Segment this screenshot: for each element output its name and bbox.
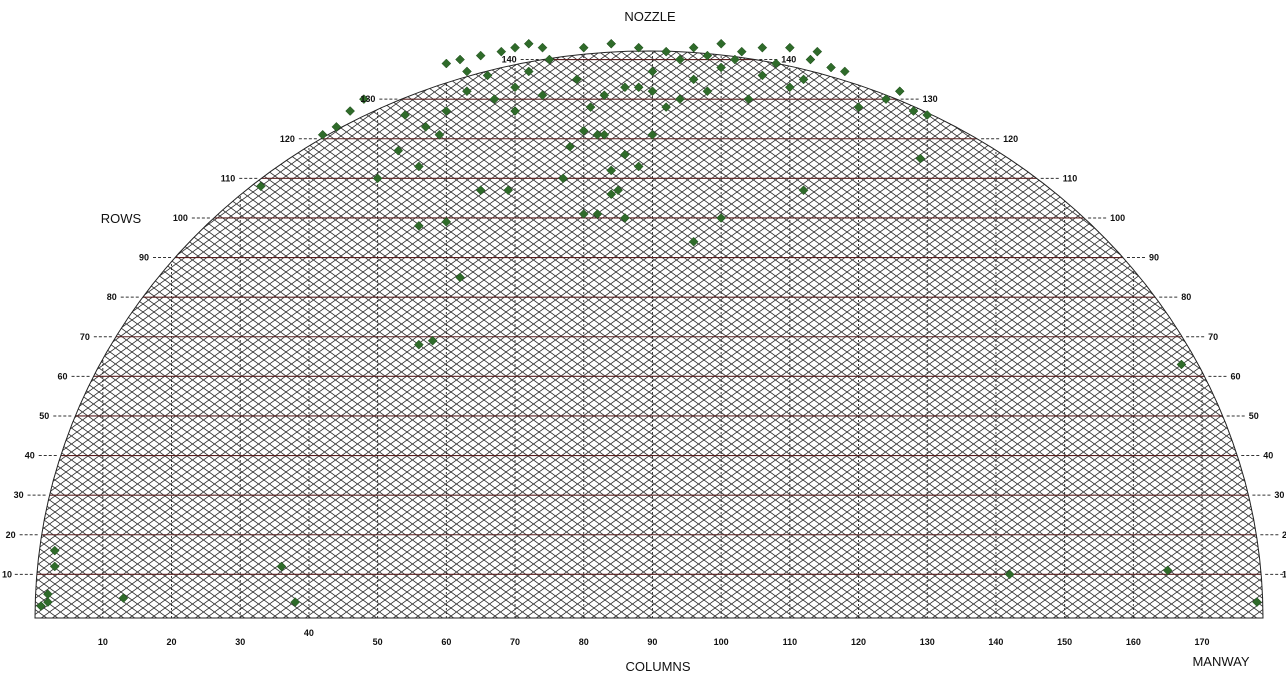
column-tick-label: 40 xyxy=(304,628,314,638)
column-tick-label: 130 xyxy=(920,637,935,647)
row-tick-label-right: 10 xyxy=(1282,569,1286,579)
manway-label: MANWAY xyxy=(1192,654,1249,669)
column-tick-label: 150 xyxy=(1057,637,1072,647)
row-tick-label-left: 20 xyxy=(6,530,16,540)
column-tick-label: 120 xyxy=(851,637,866,647)
plugged-tube-marker xyxy=(524,39,533,48)
row-tick-label-right: 120 xyxy=(1003,134,1018,144)
row-tick-label-right: 80 xyxy=(1181,292,1191,302)
row-tick-label-left: 130 xyxy=(360,94,375,104)
row-tick-label-right: 110 xyxy=(1063,173,1078,183)
plugged-tube-marker xyxy=(462,67,471,76)
row-tick-label-left: 90 xyxy=(139,253,149,263)
plugged-tube-marker xyxy=(827,63,836,72)
row-tick-label-right: 20 xyxy=(1282,530,1286,540)
plugged-tube-marker xyxy=(579,43,588,52)
rows-label: ROWS xyxy=(101,211,142,226)
row-tick-label-right: 90 xyxy=(1149,253,1159,263)
plugged-tube-marker xyxy=(813,47,822,56)
plugged-tube-marker xyxy=(737,47,746,56)
column-tick-label: 140 xyxy=(988,637,1003,647)
plugged-tube-marker xyxy=(511,43,520,52)
row-tick-label-right: 70 xyxy=(1208,332,1218,342)
row-tick-label-left: 100 xyxy=(173,213,188,223)
row-tick-label-left: 10 xyxy=(2,569,12,579)
row-tick-label-left: 80 xyxy=(107,292,117,302)
column-tick-label: 30 xyxy=(235,637,245,647)
row-tick-label-right: 40 xyxy=(1263,451,1273,461)
row-tick-label-left: 70 xyxy=(80,332,90,342)
row-tick-label-left: 120 xyxy=(280,134,295,144)
column-tick-label: 110 xyxy=(783,637,798,647)
column-tick-label: 10 xyxy=(98,637,108,647)
row-tick-label-right: 140 xyxy=(781,55,796,65)
row-tick-label-left: 60 xyxy=(58,371,68,381)
plugged-tube-marker xyxy=(346,107,355,116)
column-tick-label: 90 xyxy=(647,637,657,647)
row-tick-label-right: 100 xyxy=(1110,213,1125,223)
row-tick-label-left: 40 xyxy=(25,451,35,461)
plugged-tube-marker xyxy=(717,39,726,48)
row-tick-label-left: 110 xyxy=(221,173,236,183)
row-tick-label-right: 30 xyxy=(1274,490,1284,500)
column-tick-label: 60 xyxy=(441,637,451,647)
row-tick-label-right: 60 xyxy=(1230,371,1240,381)
row-tick-label-left: 140 xyxy=(502,55,517,65)
column-tick-label: 80 xyxy=(579,637,589,647)
column-tick-label: 170 xyxy=(1195,637,1210,647)
row-tick-label-left: 50 xyxy=(39,411,49,421)
plugged-tube-marker xyxy=(456,55,465,64)
plugged-tube-marker xyxy=(895,87,904,96)
column-tick-label: 70 xyxy=(510,637,520,647)
plugged-tube-marker xyxy=(607,39,616,48)
column-tick-label: 100 xyxy=(714,637,729,647)
column-tick-label: 50 xyxy=(373,637,383,647)
plugged-tube-marker xyxy=(538,43,547,52)
plugged-tube-marker xyxy=(806,55,815,64)
column-tick-label: 20 xyxy=(167,637,177,647)
plugged-tube-marker xyxy=(840,67,849,76)
plugged-tube-marker xyxy=(689,43,698,52)
nozzle-label: NOZZLE xyxy=(624,9,676,24)
plugged-tube-marker xyxy=(785,43,794,52)
plugged-tube-marker xyxy=(476,51,485,60)
column-tick-label: 160 xyxy=(1126,637,1141,647)
row-tick-label-right: 50 xyxy=(1249,411,1259,421)
row-tick-label-left: 30 xyxy=(14,490,24,500)
columns-label: COLUMNS xyxy=(625,659,690,674)
column-tick-labels: 10 20 30 40 50 60 70 80 90 100 110 120 130 140 150 160 1… xyxy=(98,628,1210,647)
plugged-tube-marker xyxy=(442,59,451,68)
row-tick-label-right: 130 xyxy=(923,94,938,104)
plugged-tube-marker xyxy=(758,43,767,52)
